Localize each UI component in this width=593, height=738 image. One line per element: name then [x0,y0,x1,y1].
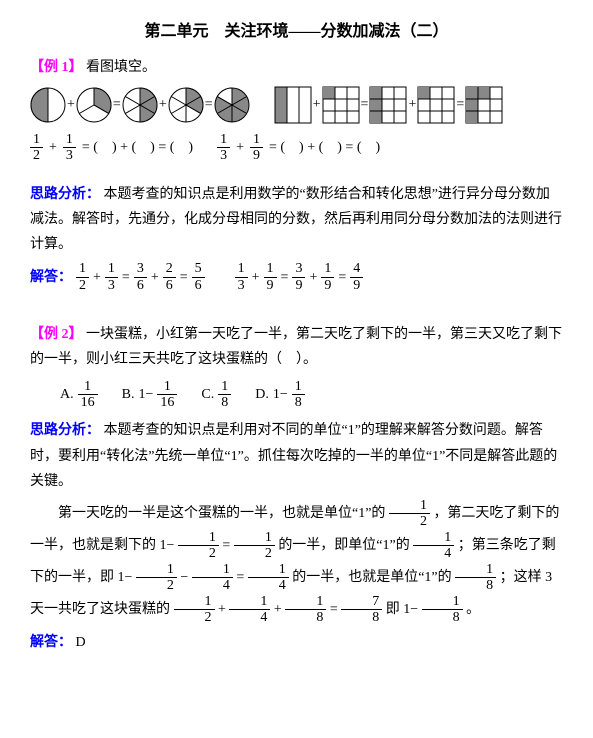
option-a[interactable]: A. 116 [60,379,98,411]
option-b[interactable]: B.1− 116 [122,379,178,411]
analysis-label: 思路分析： [30,423,100,438]
ex1-solve: 解答： 12 + 13 = 36 + 26 = 56 13 + 19 = 39 … [30,261,563,293]
page-title: 第二单元 关注环境——分数加减法（二） [30,18,563,47]
grid-1of3-icon [274,86,312,124]
grid-3of9-icon [369,86,407,124]
circle-2of6-icon [168,87,204,123]
circle-3of6-icon [122,87,158,123]
ex2-analysis: 思路分析： 本题考查的知识点是利用对不同的单位“1”的理解来解答分数问题。解答时… [30,418,563,494]
ex1-tag: 【例 1】 [30,60,83,75]
grid-group: + = + = [274,86,504,124]
grid-1of9-icon [322,86,360,124]
ex2-stem: 【例 2】 一块蛋糕，小红第一天吃了一半，第二天吃了剩下的一半，第三天又吃了剩下… [30,322,563,372]
ex2-tag: 【例 2】 [30,327,83,342]
circle-half-icon [30,87,66,123]
option-c[interactable]: C. 18 [201,379,231,411]
circle-group: + = + = [30,87,250,123]
circle-5of6-icon [214,87,250,123]
grid-4of9-icon [465,86,503,124]
ex1-eq-right: 13 + 19 = ( ) + ( ) = ( ) [217,132,380,164]
ex2-answer: 解答： D [30,630,563,655]
circle-third-icon [76,87,112,123]
option-d[interactable]: D.1− 18 [255,379,305,411]
ex1-eq-left: 12 + 13 = ( ) + ( ) = ( ) [30,132,193,164]
solve-label: 解答： [30,265,72,290]
ex1-figures: + = + = [30,86,563,124]
ex1-line: 【例 1】 看图填空。 [30,55,563,80]
solve-label: 解答： [30,635,72,650]
ex1-equations: 12 + 13 = ( ) + ( ) = ( ) 13 + 19 = ( ) … [30,130,563,178]
grid-1of9b-icon [417,86,455,124]
ex2-explain: 第一天吃的一半是这个蛋糕的一半，也就是单位“1”的 12 ，第二天吃了剩下的一半… [30,498,563,626]
ex1-analysis: 思路分析： 本题考查的知识点是利用数学的“数形结合和转化思想”进行异分母分数加减… [30,182,563,258]
ex2-options: A. 116 B.1− 116 C. 18 D.1− 18 [60,379,563,411]
ex1-prompt: 看图填空。 [86,60,156,75]
analysis-label: 思路分析： [30,187,100,202]
